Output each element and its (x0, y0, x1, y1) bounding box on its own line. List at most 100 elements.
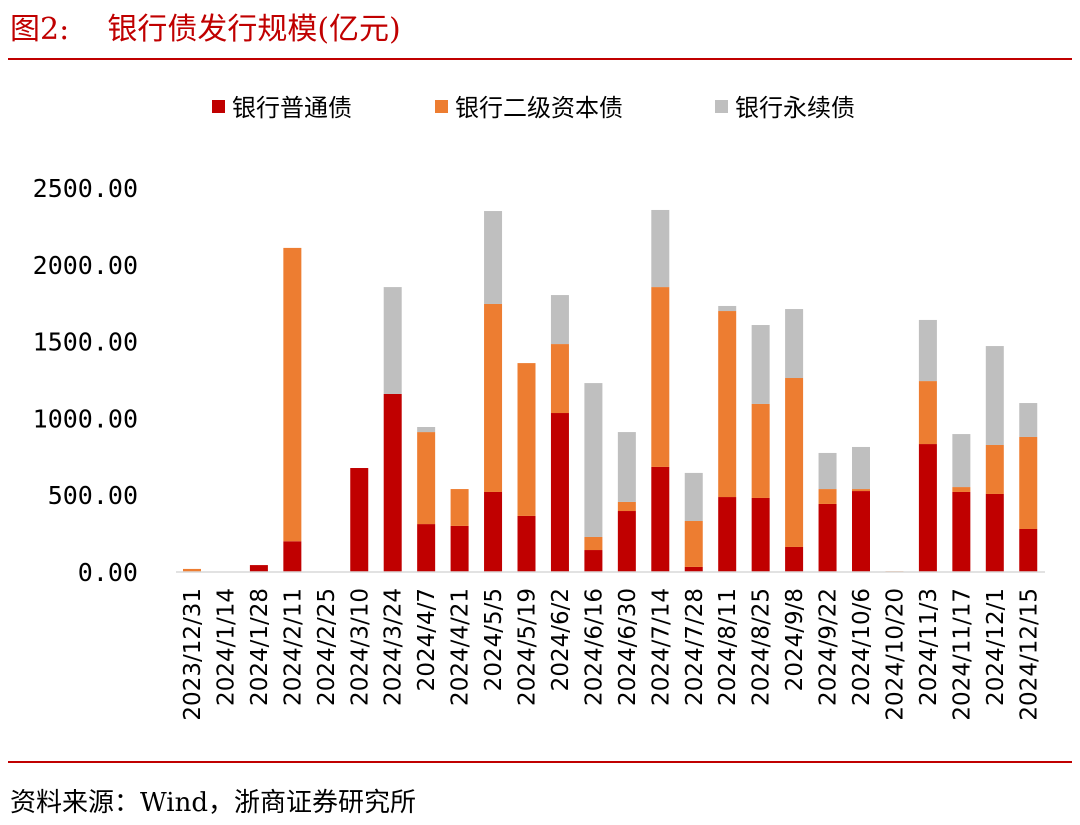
bar-0-13 (617, 511, 636, 572)
x-tick-label: 2024/1/14 (213, 588, 239, 706)
bottom-rule (8, 761, 1072, 763)
bar-1-0 (183, 568, 201, 572)
y-tick-label: 1000.00 (33, 404, 138, 433)
bar-0-11 (550, 413, 569, 572)
bar-1-15 (684, 521, 703, 567)
bar-2-24 (985, 346, 1004, 445)
legend-label-0: 银行普通债 (232, 94, 352, 122)
bar-2-25 (1019, 403, 1038, 437)
legend-swatch-1 (435, 100, 448, 113)
bar-0-22 (918, 444, 937, 572)
y-tick-label: 2500.00 (33, 174, 138, 203)
x-tick-label: 2024/5/19 (515, 588, 541, 706)
bar-0-6 (383, 393, 402, 572)
bar-0-2 (249, 565, 268, 572)
bar-2-9 (484, 211, 503, 304)
x-tick-label: 2024/6/16 (581, 588, 607, 706)
bar-1-18 (785, 378, 804, 547)
bar-0-20 (852, 491, 870, 572)
bar-1-24 (985, 444, 1004, 494)
bar-1-13 (617, 501, 636, 512)
y-tick-label: 2000.00 (33, 251, 138, 280)
legend-swatch-2 (715, 100, 728, 113)
bar-1-9 (484, 303, 503, 492)
bar-0-10 (517, 515, 536, 572)
bar-0-15 (684, 566, 703, 572)
bar-0-23 (952, 491, 971, 572)
x-tick-label: 2024/1/28 (247, 588, 273, 706)
bar-2-20 (852, 446, 870, 490)
bar-1-16 (718, 311, 737, 498)
x-tick-label: 2023/12/31 (180, 588, 206, 721)
bar-0-8 (450, 525, 469, 572)
x-tick-label: 2024/9/8 (782, 588, 808, 691)
figure-title: 图2: 银行债发行规模(亿元) (10, 12, 401, 47)
x-tick-label: 2024/11/3 (916, 588, 942, 706)
bar-1-7 (417, 432, 436, 525)
bar-2-12 (584, 383, 603, 537)
bar-0-18 (785, 546, 804, 572)
x-tick-label: 2024/2/25 (314, 588, 340, 706)
x-tick-label: 2024/7/28 (682, 588, 708, 706)
bar-0-7 (417, 524, 436, 572)
bar-1-8 (450, 489, 469, 526)
x-tick-label: 2024/9/22 (816, 588, 842, 706)
x-tick-label: 2024/8/11 (715, 588, 741, 706)
bar-0-5 (350, 468, 369, 572)
bar-1-3 (283, 247, 302, 542)
bar-0-19 (818, 503, 837, 572)
x-tick-label: 2024/3/24 (381, 588, 407, 706)
bar-0-14 (651, 466, 670, 572)
x-tick-label: 2024/12/15 (1016, 588, 1042, 721)
bar-1-25 (1019, 436, 1038, 529)
y-tick-label: 500.00 (48, 481, 138, 510)
x-tick-label: 2024/8/25 (749, 588, 775, 706)
x-tick-label: 2024/6/30 (615, 588, 641, 706)
bar-0-25 (1019, 528, 1038, 572)
bar-2-16 (718, 305, 737, 312)
x-tick-label: 2024/10/20 (882, 588, 908, 721)
x-tick-label: 2024/5/5 (481, 588, 507, 691)
bar-2-18 (785, 309, 804, 379)
y-tick-label: 1500.00 (33, 328, 138, 357)
bar-1-12 (584, 536, 603, 551)
bar-2-11 (550, 295, 569, 345)
bar-0-16 (718, 497, 737, 572)
x-tick-label: 2024/7/14 (648, 588, 674, 706)
bar-2-15 (684, 472, 703, 522)
legend-label-1: 银行二级资本债 (455, 94, 623, 122)
bar-2-14 (651, 209, 670, 288)
bar-2-7 (417, 427, 436, 433)
y-tick-label: 0.00 (78, 558, 138, 587)
top-rule (8, 58, 1072, 60)
x-tick-label: 2024/3/10 (347, 588, 373, 706)
bar-2-17 (751, 325, 770, 404)
bar-0-9 (484, 491, 503, 572)
bar-1-10 (517, 363, 536, 516)
legend-swatch-0 (212, 100, 225, 113)
x-tick-label: 2024/4/7 (414, 588, 440, 691)
bar-2-13 (617, 432, 636, 502)
bar-2-22 (918, 319, 937, 382)
bar-0-12 (584, 550, 603, 572)
x-tick-label: 2024/10/6 (849, 588, 875, 706)
bar-0-17 (751, 497, 770, 572)
bar-1-22 (918, 381, 937, 445)
x-tick-label: 2024/11/17 (949, 588, 975, 721)
bar-0-3 (283, 541, 302, 572)
bar-2-19 (818, 452, 837, 490)
bar-1-11 (550, 344, 569, 414)
bar-1-19 (818, 489, 837, 504)
x-tick-label: 2024/6/2 (548, 588, 574, 691)
bar-0-24 (985, 493, 1004, 572)
bar-1-23 (952, 487, 971, 492)
source-note: 资料来源：Wind，浙商证券研究所 (10, 788, 416, 818)
legend-label-2: 银行永续债 (735, 94, 855, 122)
x-tick-label: 2024/2/11 (280, 588, 306, 706)
bar-1-17 (751, 403, 770, 498)
bar-1-20 (852, 489, 870, 492)
bar-1-14 (651, 287, 670, 467)
x-tick-label: 2024/4/21 (448, 588, 474, 706)
x-tick-label: 2024/12/1 (983, 588, 1009, 706)
